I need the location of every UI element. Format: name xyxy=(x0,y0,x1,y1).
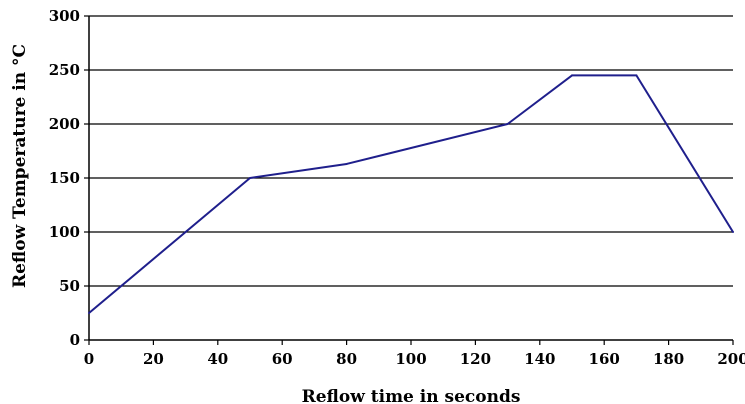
y-tick-label-250: 250 xyxy=(49,61,80,79)
gridlines xyxy=(89,15,733,287)
x-tick-label-200: 200 xyxy=(717,350,745,368)
x-tick-label-20: 20 xyxy=(143,350,164,368)
x-tick-label-60: 60 xyxy=(272,350,293,368)
series-group xyxy=(88,74,734,314)
x-tick-label-120: 120 xyxy=(460,350,491,368)
x-tick-label-80: 80 xyxy=(336,350,357,368)
x-tick-label-40: 40 xyxy=(207,350,228,368)
y-tick-label-150: 150 xyxy=(49,169,80,187)
data-point-0-4 xyxy=(571,74,573,77)
x-tick-label-180: 180 xyxy=(653,350,684,368)
x-tick-label-140: 140 xyxy=(524,350,555,368)
data-point-0-0 xyxy=(88,312,90,314)
x-tick-label-0: 0 xyxy=(84,350,94,368)
data-point-0-6 xyxy=(732,231,734,233)
y-tick-label-0: 0 xyxy=(70,331,80,349)
x-axis-title: Reflow time in seconds xyxy=(302,387,521,404)
y-tick-label-300: 300 xyxy=(49,7,80,25)
y-tick-label-100: 100 xyxy=(49,223,80,241)
y-tick-label-200: 200 xyxy=(49,115,80,133)
x-tick-label-160: 160 xyxy=(589,350,620,368)
y-axis-title: Reflow Temperature in °C xyxy=(10,44,30,288)
y-tick-labels: 0 50 100 150 200 250 300 xyxy=(49,7,89,349)
series-line-0 xyxy=(88,74,734,314)
data-point-0-5 xyxy=(635,74,638,77)
data-point-0-1 xyxy=(249,177,251,179)
y-tick-label-50: 50 xyxy=(59,277,80,295)
x-tick-labels: 0 20 40 60 80 100 120 140 160 180 200 xyxy=(84,340,745,368)
data-point-0-3 xyxy=(506,123,509,125)
x-tick-label-100: 100 xyxy=(395,350,426,368)
data-point-0-2 xyxy=(345,162,348,165)
